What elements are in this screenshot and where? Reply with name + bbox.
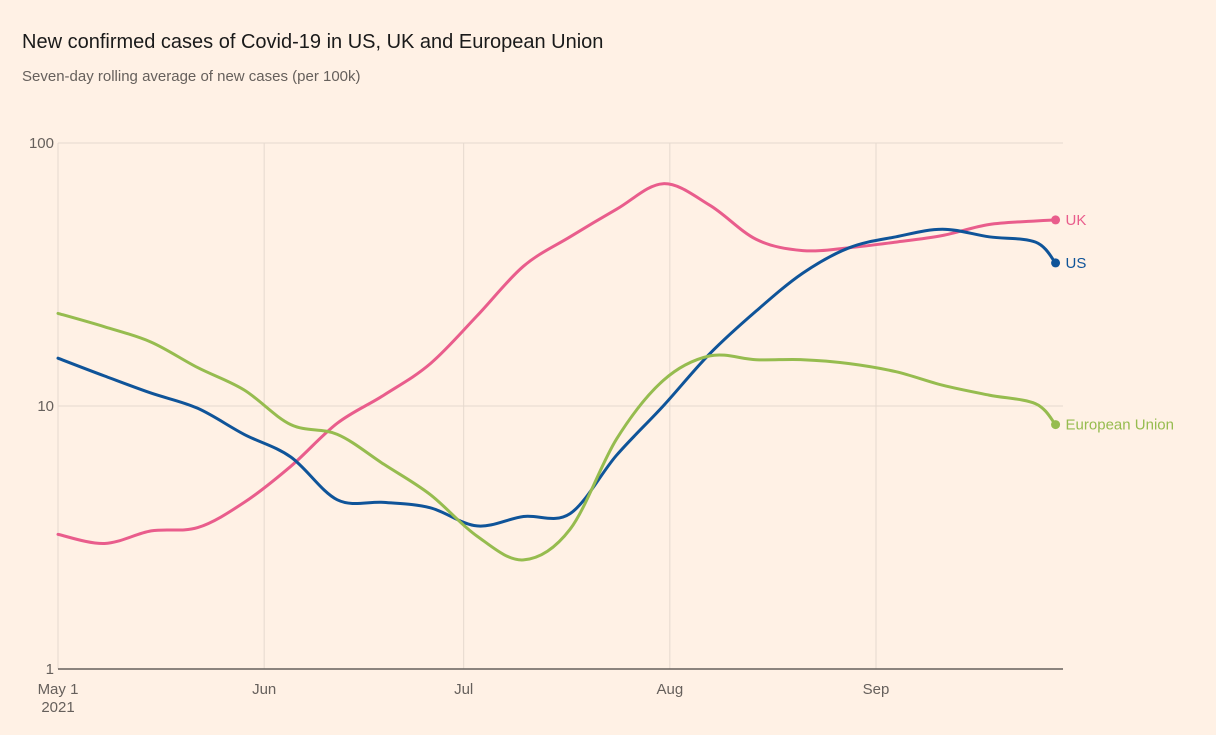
- y-tick-label: 100: [29, 135, 54, 152]
- chart-subtitle: Seven-day rolling average of new cases (…: [22, 68, 361, 85]
- y-tick-label: 10: [37, 398, 54, 415]
- gridlines: [57, 142, 1063, 669]
- y-tick-label: 1: [46, 661, 54, 678]
- x-tick-label: Sep: [863, 681, 890, 698]
- series-labels: UK US European Union: [1066, 212, 1174, 434]
- series-line-us: [56, 227, 1058, 528]
- series-lines: [56, 182, 1061, 562]
- x-tick-label: Jul: [454, 681, 473, 698]
- series-end-marker-european-union: [1051, 420, 1061, 430]
- x-tick-label: Aug: [656, 681, 683, 698]
- series-label-european-union: European Union: [1066, 417, 1174, 434]
- series-end-marker-uk: [1051, 215, 1061, 225]
- series-label-uk: UK: [1066, 212, 1087, 229]
- x-tick-label: May 1: [38, 681, 79, 698]
- series-end-marker-us: [1051, 258, 1061, 268]
- chart-title: New confirmed cases of Covid-19 in US, U…: [22, 31, 604, 53]
- series-line-european-union: [56, 311, 1058, 562]
- series-label-us: US: [1066, 255, 1087, 272]
- x-tick-label: Jun: [252, 681, 276, 698]
- series-line-uk: [56, 182, 1058, 546]
- x-tick-sublabel: 2021: [41, 699, 74, 716]
